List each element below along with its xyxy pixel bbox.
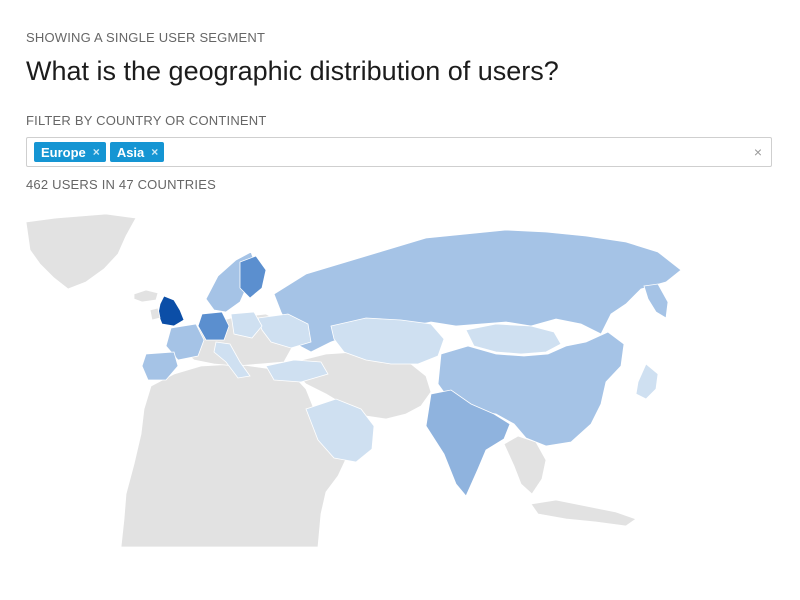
filter-label: FILTER BY COUNTRY OR CONTINENT [26,113,267,128]
region-saudi-arabia[interactable] [305,398,375,463]
page-title: What is the geographic distribution of u… [26,56,559,86]
tag-label: Asia [116,144,145,160]
filter-input[interactable]: Europe × Asia × × [26,137,772,167]
region-southeast-asia[interactable] [503,435,547,495]
remove-tag-icon[interactable]: × [92,145,100,159]
choropleth-map [26,214,682,547]
region-kazakhstan[interactable] [330,317,445,365]
filter-tags: Europe × Asia × [34,142,165,162]
region-turkey[interactable] [265,359,329,383]
region-united-kingdom[interactable] [157,295,185,327]
user-count-summary: 462 USERS IN 47 COUNTRIES [26,177,216,192]
region-indonesia[interactable] [530,499,637,527]
region-kamchatka[interactable] [643,283,669,319]
region-mongolia[interactable] [465,323,562,355]
region-ukraine[interactable] [257,313,312,349]
region-japan[interactable] [635,363,659,400]
region-india[interactable] [425,389,511,497]
clear-filter-icon[interactable]: × [753,144,762,160]
filter-tag-europe[interactable]: Europe × [34,142,106,162]
region-greenland[interactable] [26,214,137,290]
filter-tag-asia[interactable]: Asia × [109,142,165,162]
region-africa[interactable] [120,363,347,547]
tag-label: Europe [41,144,86,160]
segment-label: SHOWING A SINGLE USER SEGMENT [26,30,266,45]
region-germany[interactable] [197,311,230,341]
region-france[interactable] [165,323,205,361]
region-poland[interactable] [230,311,263,339]
region-finland[interactable] [239,255,267,299]
remove-tag-icon[interactable]: × [151,145,159,159]
region-spain[interactable] [141,351,179,381]
region-ireland[interactable] [149,307,161,321]
region-iceland[interactable] [133,289,159,303]
region-italy[interactable] [213,341,251,379]
